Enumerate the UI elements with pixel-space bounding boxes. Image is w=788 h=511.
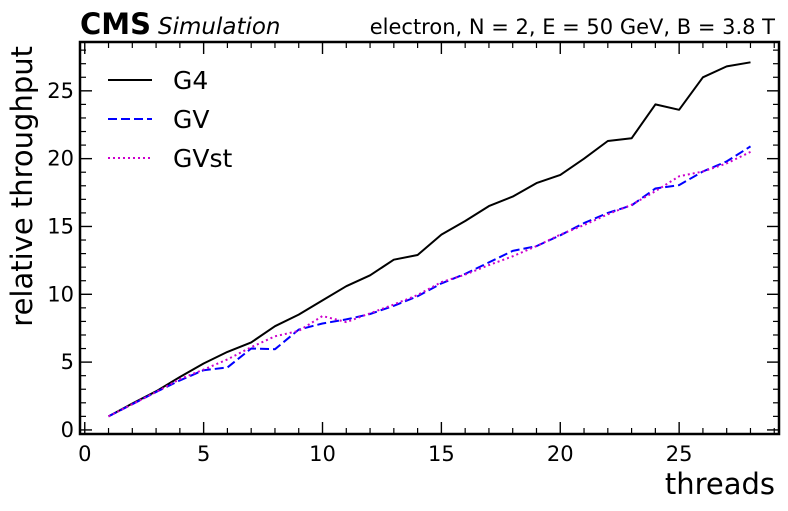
- legend: G4 GV GVst: [108, 66, 232, 173]
- legend-label-g4: G4: [173, 66, 208, 95]
- plot-frame: [78, 40, 781, 436]
- y-tick-label: 10: [47, 282, 74, 306]
- legend-label-gv: GV: [173, 105, 209, 134]
- x-tick-label: 5: [197, 442, 210, 466]
- y-tick-label: 20: [47, 147, 74, 171]
- x-axis-label: threads: [665, 467, 775, 501]
- simulation-label: Simulation: [158, 14, 281, 40]
- series-line-gv: [108, 145, 752, 418]
- cms-label: CMS: [80, 7, 151, 41]
- series-line-gvst: [108, 150, 751, 418]
- series-line-g4: [108, 61, 751, 418]
- series-lines: [108, 61, 752, 418]
- y-tick-label: 0: [61, 418, 74, 442]
- conditions-label: electron, N = 2, E = 50 GeV, B = 3.8 T: [370, 15, 775, 39]
- y-axis-label: relative throughput: [5, 46, 39, 327]
- y-tick-label: 5: [61, 350, 74, 374]
- x-tick-label: 25: [666, 442, 693, 466]
- legend-label-gvst: GVst: [173, 144, 232, 173]
- x-tick-label: 15: [428, 442, 455, 466]
- y-tick-label: 15: [47, 214, 74, 238]
- x-tick-label: 20: [547, 442, 574, 466]
- x-tick-label: 0: [78, 442, 91, 466]
- axis-ticks: 0 5 10 15 20 25 0 5 10 15 20 25: [47, 42, 779, 466]
- y-tick-label: 25: [47, 79, 74, 103]
- x-tick-label: 10: [309, 442, 336, 466]
